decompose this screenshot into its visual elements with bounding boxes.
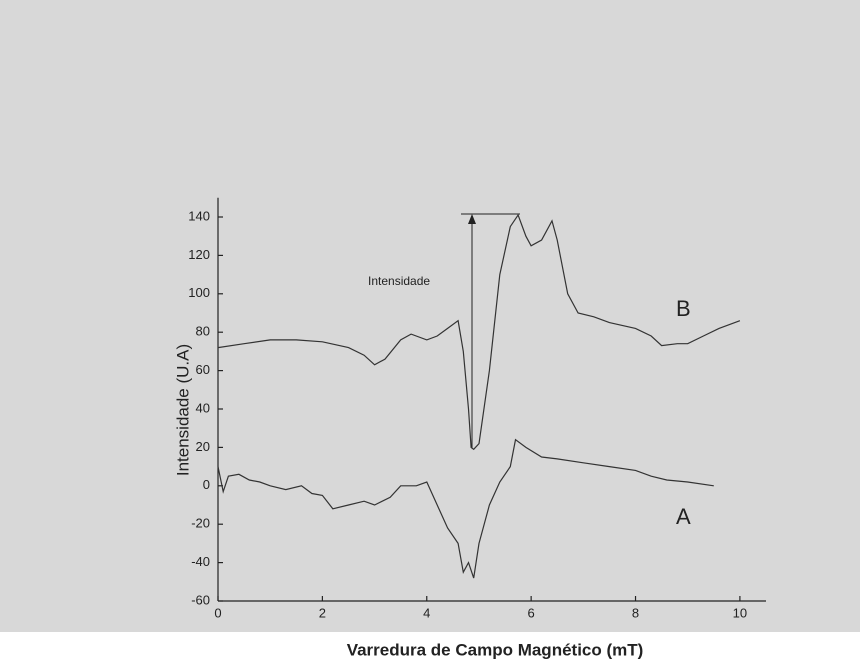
y-tick-label: 120 [188,247,210,262]
series-label: A [676,504,691,529]
line-series [217,438,714,579]
line-series [217,213,741,451]
y-tick-label: -20 [191,516,210,531]
x-tick-label: 10 [733,605,747,620]
y-tick-label: 100 [188,285,210,300]
y-tick-label: 20 [196,439,210,454]
background [0,0,860,632]
x-tick-label: 4 [423,605,430,620]
y-tick-label: 0 [203,477,210,492]
x-tick-label: 0 [214,605,221,620]
y-tick-label: -40 [191,554,210,569]
x-tick-label: 2 [319,605,326,620]
arrow-head [468,214,476,224]
x-tick-label: 8 [632,605,639,620]
x-tick-label: 6 [528,605,535,620]
y-tick-label: 40 [196,400,210,415]
x-axis-title: Varredura de Campo Magnético (mT) [347,640,644,659]
annotation: Intensidade [368,274,430,288]
series-label: B [676,296,691,321]
y-axis-title: Intensidade (U.A) [173,344,192,476]
y-tick-label: 80 [196,324,210,339]
y-tick-label: -60 [191,592,210,607]
y-tick-label: 140 [188,208,210,223]
y-tick-label: 60 [196,362,210,377]
